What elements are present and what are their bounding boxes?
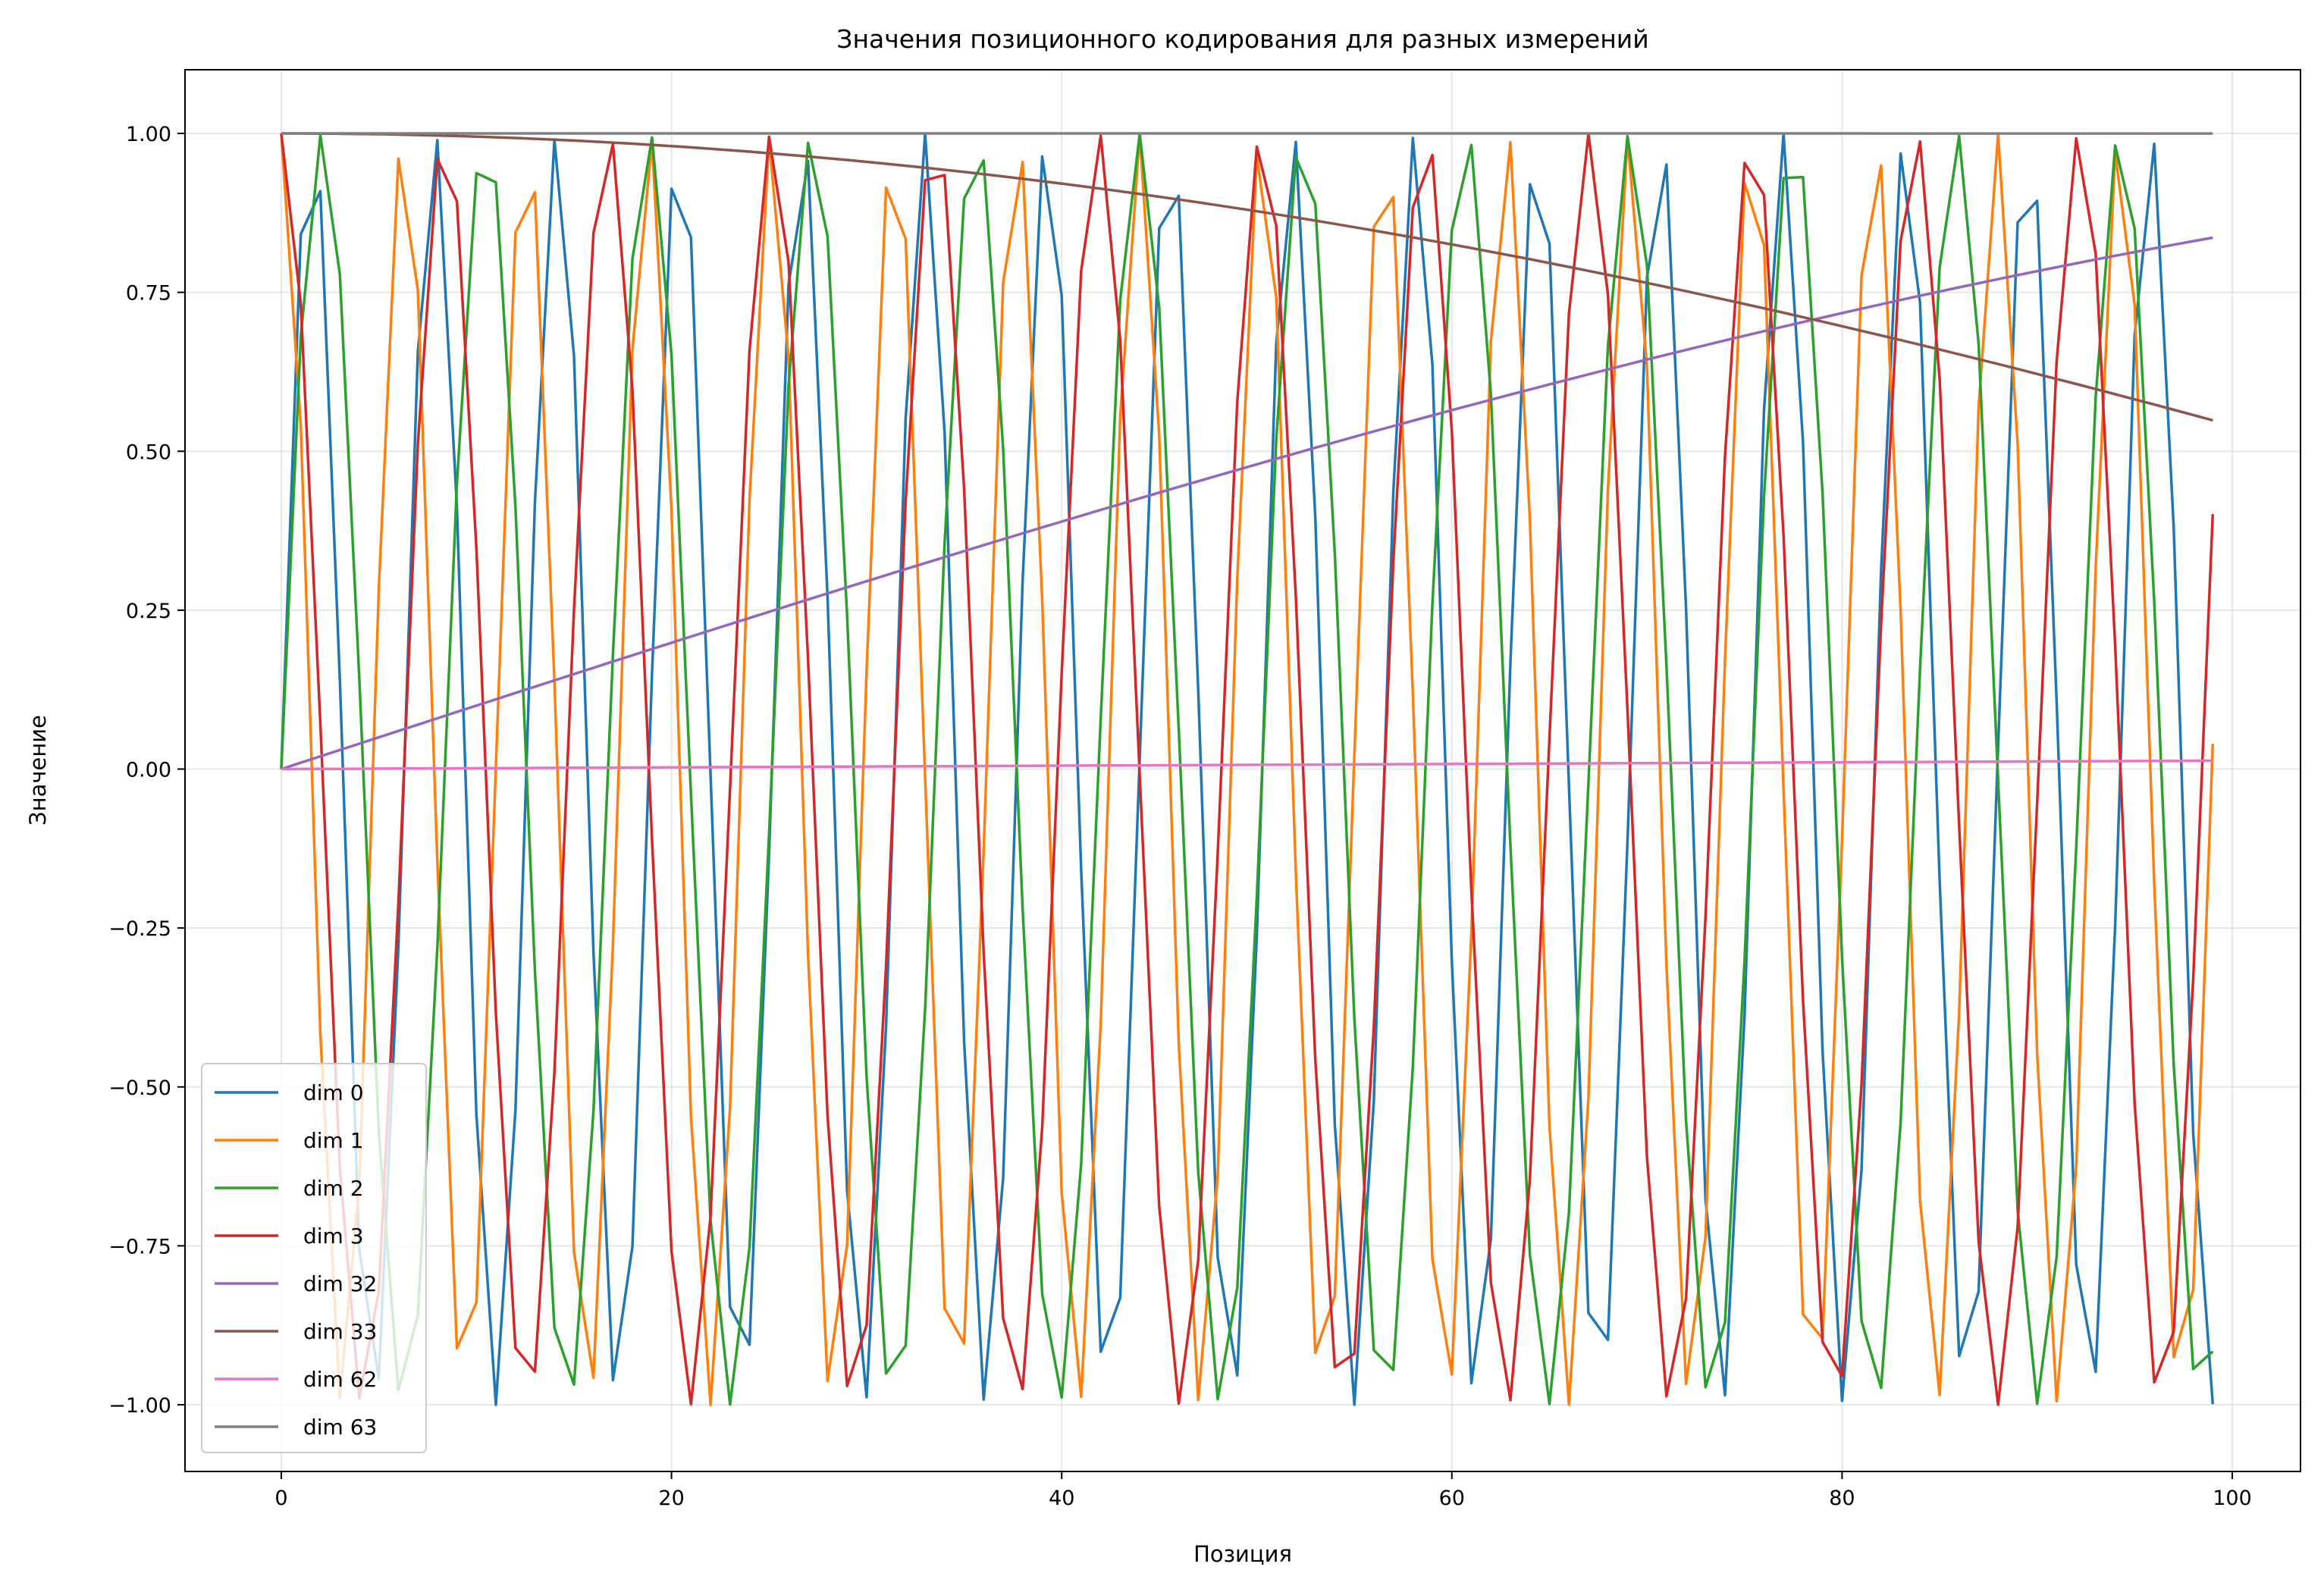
y-axis: −1.00 −0.75 −0.50 −0.25 0.00 0.25 0.50 0.75 1.00 — [108, 123, 185, 1418]
y-tick-label: −0.75 — [108, 1235, 171, 1258]
series-line-dim-2 — [280, 132, 2214, 1406]
legend: dim 0 dim 1 dim 2 dim 3 dim 32 dim 33 dim 62 di… — [201, 1063, 427, 1453]
legend-label-dim-0: dim 0 — [303, 1080, 364, 1105]
y-tick-label: −1.00 — [108, 1394, 171, 1418]
series-line-dim-1 — [280, 132, 2215, 1406]
y-tick-label: 0.00 — [126, 759, 171, 782]
series-lines — [280, 132, 2215, 1406]
plot-area-frame — [184, 69, 2301, 1472]
legend-label-dim-62: dim 62 — [303, 1367, 377, 1392]
y-tick-label: 0.75 — [126, 282, 171, 306]
chart-title: Значения позиционного кодирования для ра… — [836, 24, 1648, 54]
series-line-dim-3 — [280, 132, 2215, 1406]
legend-label-dim-33: dim 33 — [303, 1319, 377, 1344]
series-line-dim-32 — [281, 236, 2213, 771]
legend-label-dim-63: dim 63 — [303, 1415, 377, 1440]
y-tick-label: −0.25 — [108, 917, 171, 941]
y-tick-label: −0.50 — [108, 1076, 171, 1100]
y-tick-label: 1.00 — [126, 123, 171, 146]
legend-label-dim-32: dim 32 — [303, 1271, 377, 1296]
series-line-dim-62 — [281, 759, 2213, 771]
legend-label-dim-2: dim 2 — [303, 1176, 364, 1201]
x-tick-label: 100 — [2213, 1487, 2252, 1510]
y-tick-label: 0.25 — [126, 600, 171, 623]
x-tick-label: 20 — [658, 1487, 684, 1510]
x-tick-label: 40 — [1049, 1487, 1074, 1510]
legend-box — [201, 1063, 427, 1453]
y-axis-label: Значение — [25, 715, 51, 826]
series-line-dim-33 — [281, 132, 2213, 422]
x-axis-label: Позиция — [1193, 1541, 1292, 1567]
x-tick-label: 80 — [1829, 1487, 1855, 1510]
x-axis: 0 20 40 60 80 100 — [274, 1471, 2252, 1510]
x-tick-label: 0 — [274, 1487, 287, 1510]
legend-label-dim-1: dim 1 — [303, 1128, 364, 1153]
y-tick-label: 0.50 — [126, 440, 171, 464]
legend-label-dim-3: dim 3 — [303, 1224, 364, 1249]
x-tick-label: 60 — [1439, 1487, 1465, 1510]
